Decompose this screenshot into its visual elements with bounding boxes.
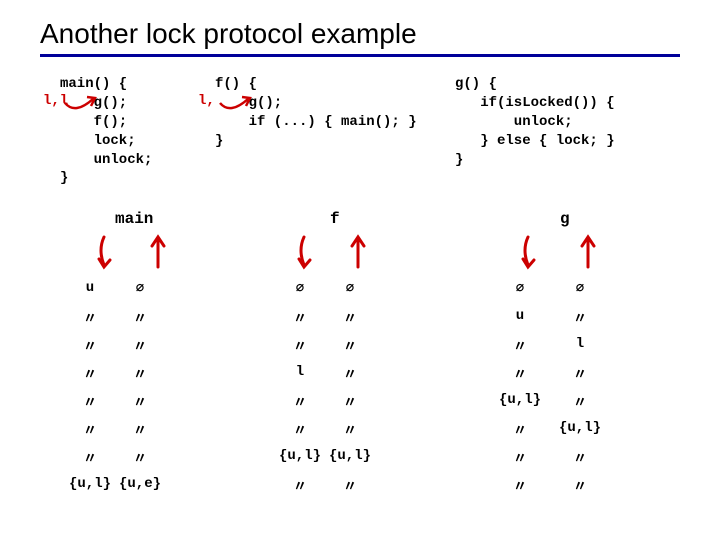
table-cell: {u,l} <box>545 420 615 436</box>
table-cell: 〃 <box>315 392 385 412</box>
table-cell: 〃 <box>105 336 175 356</box>
table-cell: 〃 <box>105 392 175 412</box>
table-cell: 〃 <box>105 448 175 468</box>
down-arrow-icon <box>96 235 116 275</box>
code-g: g() { if(isLocked()) { unlock; } else { … <box>455 75 615 169</box>
table-cell: ∅ <box>545 280 615 297</box>
header-g: g <box>560 210 570 228</box>
down-arrow-icon <box>520 235 540 275</box>
down-arrow-icon <box>296 235 316 275</box>
header-f: f <box>330 210 340 228</box>
table-cell: 〃 <box>315 420 385 440</box>
page-title: Another lock protocol example <box>40 18 417 50</box>
code-main: main() { g(); f(); lock; unlock; } <box>60 75 152 188</box>
table-cell: 〃 <box>105 308 175 328</box>
title-underline <box>40 54 680 57</box>
up-arrow-icon <box>580 235 600 275</box>
table-cell: l <box>545 336 615 352</box>
table-cell: 〃 <box>315 364 385 384</box>
table-cell: 〃 <box>545 476 615 496</box>
curve-annotation: l, <box>220 95 260 128</box>
table-cell: 〃 <box>315 476 385 496</box>
up-arrow-icon <box>150 235 170 275</box>
table-cell: 〃 <box>315 336 385 356</box>
table-cell: 〃 <box>315 308 385 328</box>
table-cell: {u,l} <box>315 448 385 464</box>
table-cell: {u,e} <box>105 476 175 492</box>
table-cell: 〃 <box>545 308 615 328</box>
table-cell: 〃 <box>545 392 615 412</box>
table-cell: 〃 <box>105 364 175 384</box>
table-cell: ∅ <box>105 280 175 297</box>
table-cell: ∅ <box>315 280 385 297</box>
header-main: main <box>115 210 153 228</box>
table-cell: 〃 <box>545 364 615 384</box>
table-cell: 〃 <box>545 448 615 468</box>
up-arrow-icon <box>350 235 370 275</box>
curve-annotation: l,l <box>65 95 105 128</box>
table-cell: 〃 <box>105 420 175 440</box>
